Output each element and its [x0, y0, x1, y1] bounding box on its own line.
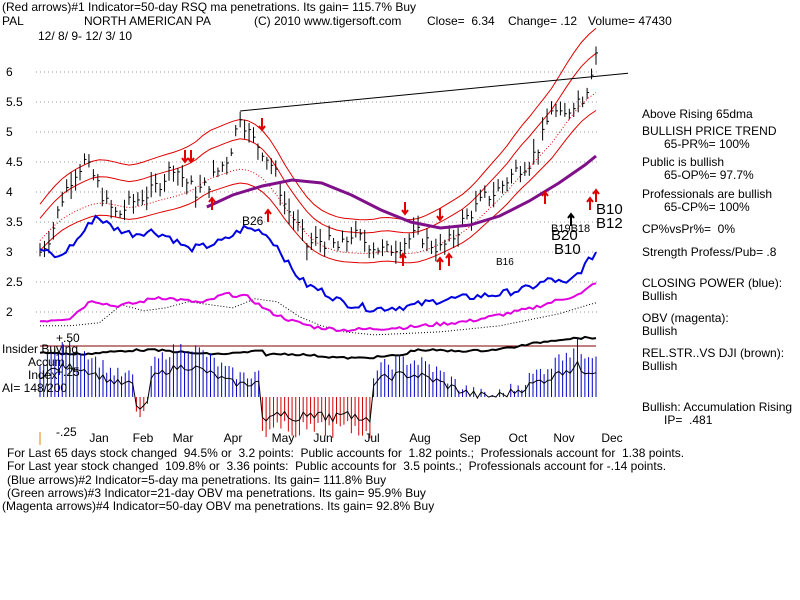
price-change: Change= .12	[508, 14, 578, 28]
x-tick-label: Apr	[223, 431, 243, 445]
y-tick-label: 5.5	[6, 95, 23, 109]
closing-power-line	[39, 214, 597, 313]
company-name: NORTH AMERICAN PA	[84, 14, 211, 28]
x-tick-label: Jul	[364, 431, 380, 445]
red-up-arrow	[436, 256, 444, 270]
obv-line	[39, 282, 597, 333]
plus50-label: +.50	[56, 331, 80, 345]
op-percent: 65-OP%= 97.7%	[664, 168, 754, 182]
envelope-bands	[39, 27, 629, 264]
ticker-symbol: PAL	[2, 14, 24, 28]
red-up-arrow	[264, 208, 272, 222]
y-tick-label: 4	[6, 185, 13, 199]
x-tick-label: Nov	[553, 431, 575, 445]
bullish-price-trend: BULLISH PRICE TREND	[642, 124, 777, 138]
accum-label: Accum	[28, 355, 65, 369]
y-tick-label: 2.5	[6, 275, 23, 289]
black-up-arrow	[567, 212, 575, 226]
trend-line	[240, 72, 629, 112]
indicator-line-1: (Red arrows)#1 Indicator=50-day RSQ ma p…	[2, 0, 416, 14]
x-tick-label: Jan	[89, 431, 109, 445]
red-down-arrow	[181, 150, 189, 164]
date-range: 12/ 8/ 9- 12/ 3/ 10	[38, 29, 133, 43]
y-tick-label: 6	[6, 65, 13, 79]
closing-power-label: CLOSING POWER (blue):	[642, 276, 783, 290]
inner-lower-band	[39, 92, 597, 255]
upper-band	[39, 27, 597, 221]
cp-percent: 65-CP%= 100%	[664, 200, 750, 214]
price-grid	[36, 71, 600, 313]
rel-str-label: REL.STR..VS DJI (brown):	[642, 346, 785, 360]
footer-line-1: For Last 65 days stock changed 94.5% or …	[7, 446, 685, 460]
lower-band	[39, 110, 597, 264]
red-up-arrow	[208, 196, 216, 210]
x-tick-label: Feb	[132, 431, 154, 445]
obv-ma-line	[40, 298, 597, 336]
volume: Volume= 47430	[588, 14, 672, 28]
signal-b16: B16	[496, 257, 514, 268]
signal-b12: B12	[596, 215, 623, 232]
signal-b10b: B10	[554, 241, 581, 258]
red-up-arrow	[399, 252, 407, 266]
cp-vs-pr: CP%vsPr%= 0%	[642, 222, 736, 236]
y-tick-label: 4.5	[6, 155, 23, 169]
y-tick-label: 3.5	[6, 215, 23, 229]
ip-value: IP= .481	[664, 413, 713, 427]
signal-b10a: B10	[596, 201, 623, 218]
ai-label: AI= 148/200	[2, 381, 68, 395]
copyright-source: (C) 2010 www.tigersoft.com	[254, 14, 402, 28]
insider-buying-label: Insider Buying	[2, 342, 79, 356]
x-tick-label: Sep	[459, 431, 481, 445]
accum-rising: Bullish: Accumulation Rising	[642, 400, 793, 414]
obv-value: Bullish	[642, 324, 678, 338]
signal-b20: B20	[551, 227, 578, 244]
ma65-line	[206, 154, 597, 230]
pr-percent: 65-PR%= 100%	[664, 137, 750, 151]
x-tick-label: Mar	[172, 431, 194, 445]
professionals-bullish: Professionals are bullish	[642, 187, 773, 201]
closing-power-value: Bullish	[642, 289, 678, 303]
x-tick-label: Oct	[508, 431, 528, 445]
signal-b26: B26	[242, 214, 264, 228]
plus25-label: +.25	[56, 365, 80, 379]
footer-line-2: For Last year stock changed 109.8% or 3.…	[7, 459, 667, 473]
above-rising-65dma: Above Rising 65dma	[642, 107, 753, 121]
rel-str-value: Bullish	[642, 359, 678, 373]
lower-panel	[39, 335, 597, 445]
accum-ma-line	[39, 360, 597, 424]
footer-line-5: (Magenta arrows)#4 Indicator=50-day OBV …	[2, 499, 435, 513]
x-tick-label: Dec	[601, 431, 623, 445]
footer-line-4: (Green arrows)#3 Indicator=21-day OBV ma…	[7, 486, 426, 500]
strength-profess-pub: Strength Profess/Pub= .8	[642, 245, 777, 259]
close-price: Close= 6.34	[427, 14, 495, 28]
inner-upper-band	[39, 52, 597, 234]
red-up-arrow	[445, 252, 453, 266]
red-down-arrow	[187, 150, 195, 164]
minus25-label: -.25	[56, 425, 77, 439]
red-up-arrow	[586, 196, 594, 210]
obv-label: OBV (magenta):	[642, 311, 729, 325]
public-bullish: Public is bullish	[642, 155, 725, 169]
y-tick-label: 5	[6, 125, 13, 139]
rel-strength-line	[39, 335, 597, 360]
red-down-arrow	[436, 208, 444, 222]
red-up-arrow	[541, 190, 549, 204]
index-label: Index	[28, 368, 58, 382]
x-tick-label: Jun	[313, 431, 333, 445]
red-up-arrow	[592, 188, 600, 202]
signal-arrows	[181, 118, 600, 270]
x-tick-label: Aug	[409, 431, 431, 445]
red-down-arrow	[258, 118, 266, 132]
signal-b19b18: B19B18	[551, 223, 591, 235]
price-series	[39, 46, 598, 336]
y-tick-label: 3	[6, 245, 13, 259]
x-tick-label: May	[271, 431, 295, 445]
y-tick-label: 2	[6, 305, 13, 319]
footer-line-3: (Blue arrows)#2 Indicator=5-day ma penet…	[7, 473, 387, 487]
red-down-arrow	[401, 202, 409, 216]
